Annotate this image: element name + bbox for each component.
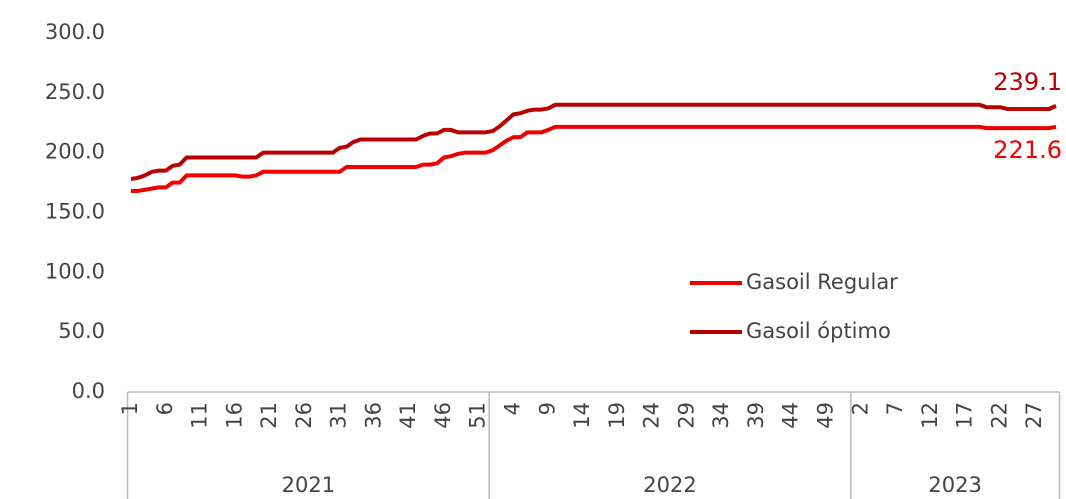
y-tick-label: 300.0	[45, 20, 105, 44]
x-tick-label: 11	[188, 402, 212, 429]
x-tick-label: 24	[640, 402, 664, 429]
y-tick-label: 50.0	[58, 319, 105, 343]
x-tick-label: 46	[431, 402, 455, 429]
x-tick-label: 31	[327, 402, 351, 429]
x-tick-label: 39	[744, 402, 768, 429]
x-tick-label: 36	[361, 402, 385, 429]
group-label: 2023	[928, 473, 981, 497]
x-tick-label: 51	[466, 402, 490, 429]
x-tick-label: 1	[118, 402, 142, 415]
x-tick-label: 4	[501, 402, 525, 415]
group-label: 2022	[643, 473, 696, 497]
y-tick-label: 0.0	[72, 379, 105, 403]
x-tick-label: 44	[779, 402, 803, 429]
legend-label: Gasoil óptimo	[746, 319, 891, 343]
x-tick-label: 34	[709, 402, 733, 429]
x-tick-label: 17	[953, 402, 977, 429]
series-line	[130, 102, 1057, 181]
x-tick-label: 27	[1022, 402, 1046, 429]
x-tick-label: 26	[292, 402, 316, 429]
x-tick-label: 6	[153, 402, 177, 415]
end-value-label: 221.6	[993, 136, 1062, 164]
legend-label: Gasoil Regular	[746, 270, 898, 294]
x-tick-label: 19	[605, 402, 629, 429]
x-tick-label: 14	[570, 402, 594, 429]
y-tick-label: 150.0	[45, 200, 105, 224]
end-value-label: 239.1	[993, 68, 1062, 96]
x-tick-label: 7	[883, 402, 907, 415]
x-tick-label: 49	[813, 402, 837, 429]
x-tick-label: 16	[222, 402, 246, 429]
group-label: 2021	[282, 473, 335, 497]
series-line	[131, 124, 1057, 193]
y-tick-label: 100.0	[45, 259, 105, 283]
x-tick-label: 29	[674, 402, 698, 429]
y-tick-label: 200.0	[45, 140, 105, 164]
x-tick-label: 9	[535, 402, 559, 415]
x-tick-label: 2	[848, 402, 872, 415]
x-tick-label: 22	[987, 402, 1011, 429]
y-tick-label: 250.0	[45, 80, 105, 104]
x-tick-label: 41	[396, 402, 420, 429]
x-tick-label: 12	[918, 402, 942, 429]
x-tick-label: 21	[257, 402, 281, 429]
